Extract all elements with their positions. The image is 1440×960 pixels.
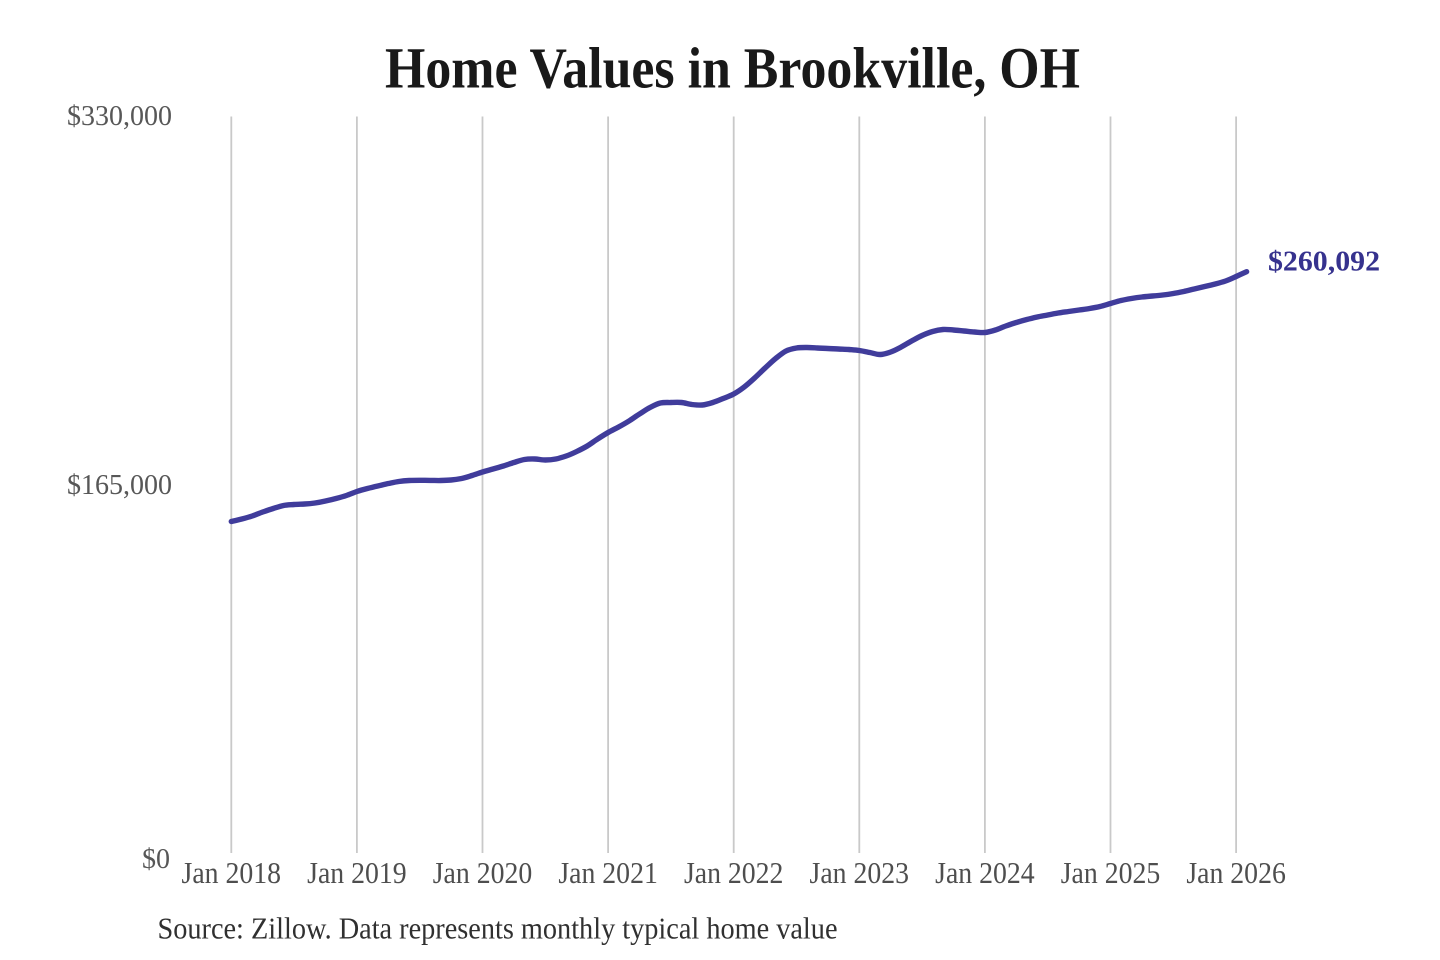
- svg-text:Jan 2022: Jan 2022: [684, 855, 784, 890]
- svg-text:Jan 2024: Jan 2024: [935, 855, 1035, 890]
- svg-text:Jan 2018: Jan 2018: [182, 855, 282, 890]
- svg-text:Jan 2025: Jan 2025: [1061, 855, 1161, 890]
- svg-text:Home Values in Brookville, OH: Home Values in Brookville, OH: [385, 36, 1080, 101]
- svg-text:$260,092: $260,092: [1268, 247, 1380, 278]
- svg-text:Source: Zillow. Data represent: Source: Zillow. Data represents monthly …: [158, 911, 838, 946]
- svg-text:Jan 2020: Jan 2020: [433, 855, 533, 890]
- svg-text:$0: $0: [142, 844, 170, 875]
- svg-text:$330,000: $330,000: [67, 101, 172, 132]
- svg-text:Jan 2021: Jan 2021: [558, 855, 658, 890]
- svg-text:Jan 2026: Jan 2026: [1186, 855, 1286, 890]
- svg-text:Jan 2023: Jan 2023: [810, 855, 910, 890]
- svg-text:$165,000: $165,000: [67, 470, 172, 501]
- svg-text:Jan 2019: Jan 2019: [307, 855, 407, 890]
